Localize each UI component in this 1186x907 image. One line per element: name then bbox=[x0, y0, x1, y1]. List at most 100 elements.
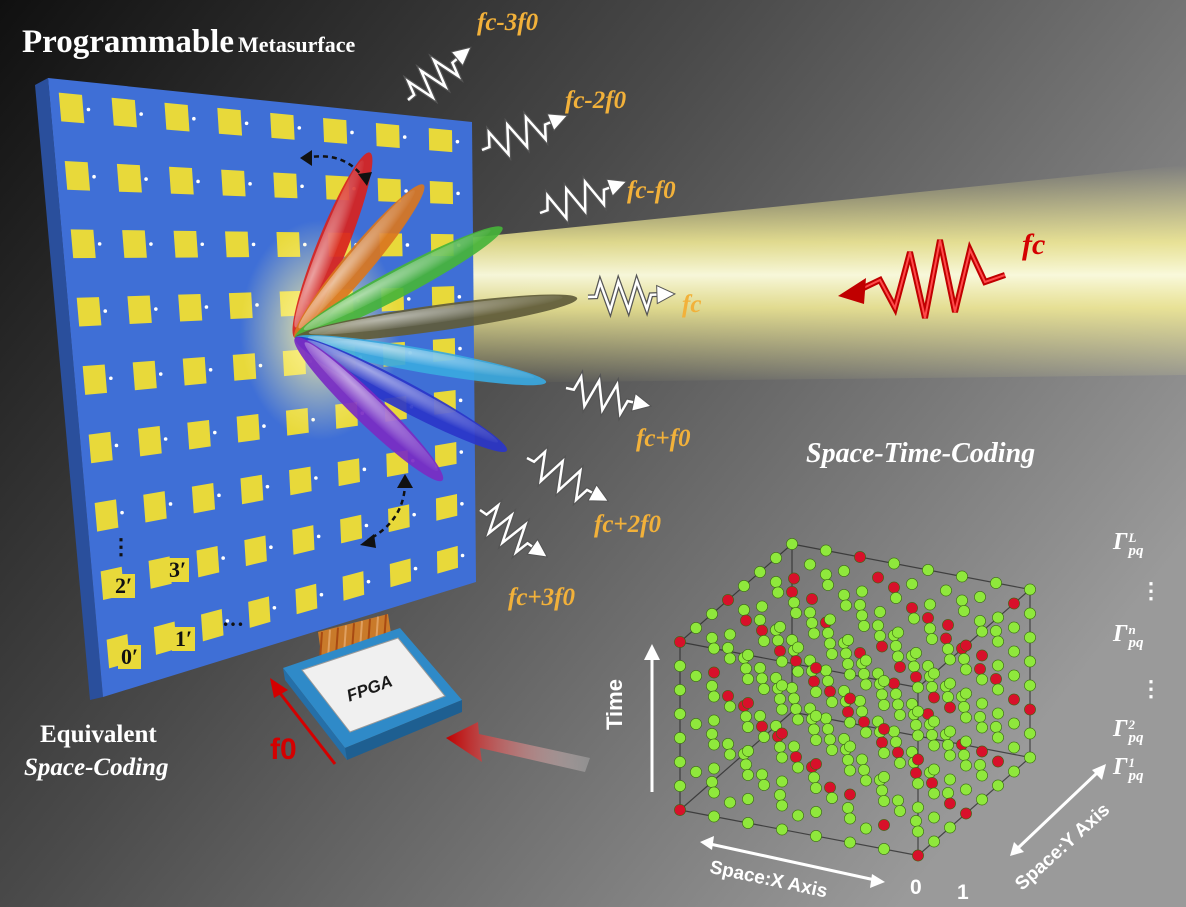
coding-dot bbox=[876, 737, 887, 748]
unit-cell-diode bbox=[320, 593, 324, 597]
coding-dot bbox=[722, 690, 733, 701]
coding-dot bbox=[976, 794, 987, 805]
unit-cell-diode bbox=[109, 376, 113, 380]
coding-dot bbox=[910, 719, 921, 730]
coding-dot bbox=[906, 602, 917, 613]
coding-dot bbox=[992, 780, 1003, 791]
coding-dot bbox=[844, 765, 855, 776]
coding-dot bbox=[674, 684, 685, 695]
coding-dot bbox=[674, 636, 685, 647]
coding-dot bbox=[976, 746, 987, 757]
coding-dot bbox=[724, 701, 735, 712]
unit-cell-patch bbox=[244, 536, 267, 567]
coding-dot bbox=[858, 620, 869, 631]
coding-dot bbox=[974, 663, 985, 674]
unit-cell-patch bbox=[143, 491, 166, 522]
coding-dot bbox=[792, 642, 803, 653]
coding-dot bbox=[754, 710, 765, 721]
coding-dot bbox=[708, 715, 719, 726]
coding-dot bbox=[810, 830, 821, 841]
unit-cell-diode bbox=[273, 606, 277, 610]
coding-dot bbox=[838, 589, 849, 600]
coding-dot bbox=[806, 593, 817, 604]
coding-dot bbox=[888, 582, 899, 593]
unit-cell-patch bbox=[240, 475, 263, 505]
coding-dot bbox=[776, 824, 787, 835]
coding-dot bbox=[894, 805, 905, 816]
coding-dot bbox=[944, 702, 955, 713]
unit-cell-diode bbox=[205, 305, 209, 309]
coding-dot bbox=[928, 668, 939, 679]
coding-dot bbox=[912, 682, 923, 693]
coding-dot bbox=[892, 699, 903, 710]
coding-dot bbox=[690, 670, 701, 681]
coding-dot bbox=[928, 740, 939, 751]
x-axis-origin-label: 0 bbox=[910, 877, 922, 898]
unit-cell-patch bbox=[217, 108, 242, 136]
coding-dot bbox=[958, 749, 969, 760]
coding-dot bbox=[878, 675, 889, 686]
unit-cell-diode bbox=[412, 513, 416, 517]
coding-dot bbox=[854, 599, 865, 610]
coding-dot bbox=[706, 680, 717, 691]
coding-dot bbox=[890, 592, 901, 603]
coding-dot bbox=[1008, 742, 1019, 753]
coding-dot bbox=[1008, 622, 1019, 633]
coding-dot bbox=[758, 635, 769, 646]
coding-dot bbox=[708, 763, 719, 774]
coding-dot bbox=[960, 808, 971, 819]
unit-cell-patch bbox=[133, 361, 157, 390]
coding-dot bbox=[1024, 704, 1035, 715]
coding-dot bbox=[742, 697, 753, 708]
coding-dot bbox=[842, 754, 853, 765]
coding-dot bbox=[1008, 718, 1019, 729]
coding-dot bbox=[844, 813, 855, 824]
unit-cell-diode bbox=[245, 121, 249, 125]
coding-dot bbox=[674, 708, 685, 719]
coding-dot bbox=[826, 696, 837, 707]
coding-dot bbox=[1008, 598, 1019, 609]
coding-dot bbox=[892, 747, 903, 758]
coding-dot bbox=[878, 795, 889, 806]
coding-dot bbox=[912, 754, 923, 765]
coding-dot bbox=[724, 749, 735, 760]
coding-dot bbox=[888, 678, 899, 689]
coding-dot bbox=[890, 688, 901, 699]
coding-dot bbox=[992, 636, 1003, 647]
coding-dot bbox=[926, 681, 937, 692]
coding-dot bbox=[960, 712, 971, 723]
coding-dot bbox=[944, 654, 955, 665]
coding-dot bbox=[878, 723, 889, 734]
coding-dot bbox=[1024, 608, 1035, 619]
coding-dot bbox=[742, 745, 753, 756]
coding-dot bbox=[786, 682, 797, 693]
time-axis-label: Time bbox=[604, 679, 626, 730]
unit-cell-diode bbox=[149, 242, 153, 246]
coding-dot bbox=[992, 660, 1003, 671]
coding-dot bbox=[890, 640, 901, 651]
unit-cell-diode bbox=[459, 399, 463, 403]
coding-dot bbox=[942, 691, 953, 702]
harmonic-label-minus2: fc-2f0 bbox=[565, 88, 626, 113]
coding-dot bbox=[758, 779, 769, 790]
equivalent-label-line2: Space-Coding bbox=[24, 755, 168, 780]
unit-cell-patch bbox=[430, 181, 453, 204]
unit-cell-diode bbox=[461, 554, 465, 558]
unit-cell-patch bbox=[122, 230, 147, 258]
coding-dot bbox=[908, 661, 919, 672]
coding-dot bbox=[822, 579, 833, 590]
unit-cell-diode bbox=[139, 112, 143, 116]
coding-dot bbox=[928, 836, 939, 847]
coding-dot bbox=[826, 648, 837, 659]
coding-dot bbox=[772, 587, 783, 598]
coding-dot bbox=[810, 662, 821, 673]
coding-dot bbox=[820, 569, 831, 580]
coding-dot bbox=[810, 710, 821, 721]
harmonic-label-plus1: fc+f0 bbox=[636, 426, 691, 451]
coding-dot bbox=[928, 716, 939, 727]
coding-dot bbox=[792, 762, 803, 773]
coding-dot bbox=[724, 629, 735, 640]
coding-dot bbox=[992, 756, 1003, 767]
coding-dot bbox=[912, 826, 923, 837]
